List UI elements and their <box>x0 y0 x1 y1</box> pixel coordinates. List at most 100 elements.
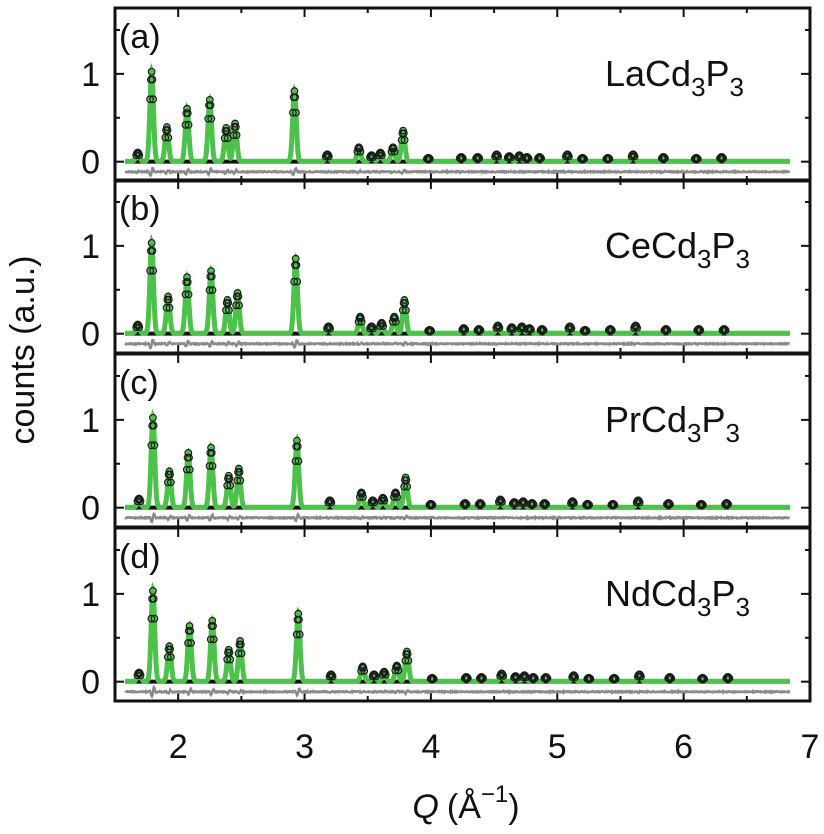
observed-point <box>147 441 156 450</box>
observed-point <box>401 298 410 307</box>
observed-point <box>165 467 174 476</box>
y-tick-label: 1 <box>81 402 100 440</box>
observed-point <box>355 144 364 153</box>
observed-point <box>181 120 190 129</box>
observed-point <box>721 326 730 335</box>
x-axis-tick-labels: 2 3 4 5 6 7 <box>169 728 820 766</box>
observed-point <box>236 640 245 649</box>
observed-point <box>542 500 551 509</box>
observed-point <box>536 153 545 162</box>
observed-point <box>206 101 215 110</box>
observed-point <box>698 500 707 509</box>
observed-point <box>404 656 413 665</box>
x-tick-label: 6 <box>674 728 693 766</box>
calculated-curve <box>125 233 790 336</box>
observed-point <box>226 481 235 490</box>
observed-point <box>205 286 214 295</box>
observed-point <box>234 292 243 301</box>
observed-point <box>611 674 620 683</box>
observed-point <box>542 673 551 682</box>
observed-point <box>425 154 434 163</box>
observed-point <box>149 266 158 275</box>
observed-point <box>463 673 471 682</box>
observed-point <box>530 673 538 682</box>
observed-point <box>539 326 548 335</box>
observed-point <box>294 457 303 466</box>
x-tick-label: 7 <box>801 728 820 766</box>
observed-point <box>610 500 619 509</box>
x-tick-label: 5 <box>548 728 567 766</box>
observed-point <box>393 663 402 671</box>
x-axis-exponent: −1 <box>481 781 508 808</box>
observed-point <box>166 653 175 661</box>
observed-point <box>580 154 588 163</box>
y-tick-label: 1 <box>81 228 100 266</box>
observed-points <box>133 413 733 509</box>
observed-point <box>723 499 732 508</box>
observed-point <box>233 289 242 297</box>
compound-part: NdCd <box>605 573 697 614</box>
observed-point <box>360 667 369 675</box>
observed-point <box>474 153 483 162</box>
observed-point <box>380 496 389 505</box>
difference-curve <box>124 338 790 351</box>
observed-point <box>700 674 709 683</box>
observed-point <box>184 639 192 647</box>
observed-point <box>523 153 532 162</box>
x-axis-unit: (Å <box>447 788 481 826</box>
observed-point <box>149 95 158 104</box>
observed-point <box>208 462 217 470</box>
observed-point <box>524 154 533 163</box>
observed-point <box>165 303 174 312</box>
compound-part: PrCd <box>605 399 687 440</box>
observed-point <box>477 500 486 509</box>
panel-tag: (b) <box>119 190 161 228</box>
observed-point <box>498 497 506 506</box>
observed-point <box>326 324 334 333</box>
observed-point <box>292 108 300 117</box>
observed-point <box>462 500 471 509</box>
observed-point <box>475 154 484 163</box>
observed-point <box>207 272 216 281</box>
observed-point <box>390 147 399 156</box>
observed-point <box>295 630 304 639</box>
observed-point <box>633 323 642 332</box>
observed-point <box>224 298 233 307</box>
panel-tag: (a) <box>119 18 161 56</box>
compound-sub: 3 <box>726 418 740 448</box>
observed-point <box>637 672 645 681</box>
compound-label: PrCd3P3 <box>605 399 740 448</box>
compound-sub: 3 <box>691 72 705 102</box>
panel-tag: (c) <box>119 364 159 402</box>
panel-d: 01(d)NdCd3P3 <box>81 526 812 703</box>
panel-b: 01(b)CeCd3P3 <box>81 178 812 355</box>
observed-point <box>528 499 537 508</box>
observed-point <box>232 131 241 140</box>
difference-curve <box>124 511 790 524</box>
observed-point <box>571 673 580 681</box>
observed-point <box>146 266 155 275</box>
observed-point <box>370 498 379 507</box>
observed-point <box>663 326 672 335</box>
observed-point <box>530 674 539 683</box>
observed-point <box>403 482 412 491</box>
observed-point <box>292 261 301 270</box>
observed-point <box>184 448 193 457</box>
x-tick-label: 4 <box>421 728 440 766</box>
observed-point <box>391 314 399 323</box>
y-tick-label: 0 <box>81 490 100 528</box>
observed-point <box>136 497 145 506</box>
observed-point <box>369 324 377 333</box>
observed-point <box>537 154 545 163</box>
compound-part: P <box>712 225 736 266</box>
observed-point <box>235 301 243 310</box>
observed-point <box>186 626 195 635</box>
observed-point <box>207 443 215 452</box>
observed-point <box>165 642 174 651</box>
observed-points <box>132 67 727 163</box>
observed-point <box>164 133 173 142</box>
observed-point <box>725 674 734 683</box>
observed-point <box>570 499 578 507</box>
observed-point <box>291 457 300 466</box>
observed-point <box>148 246 157 255</box>
